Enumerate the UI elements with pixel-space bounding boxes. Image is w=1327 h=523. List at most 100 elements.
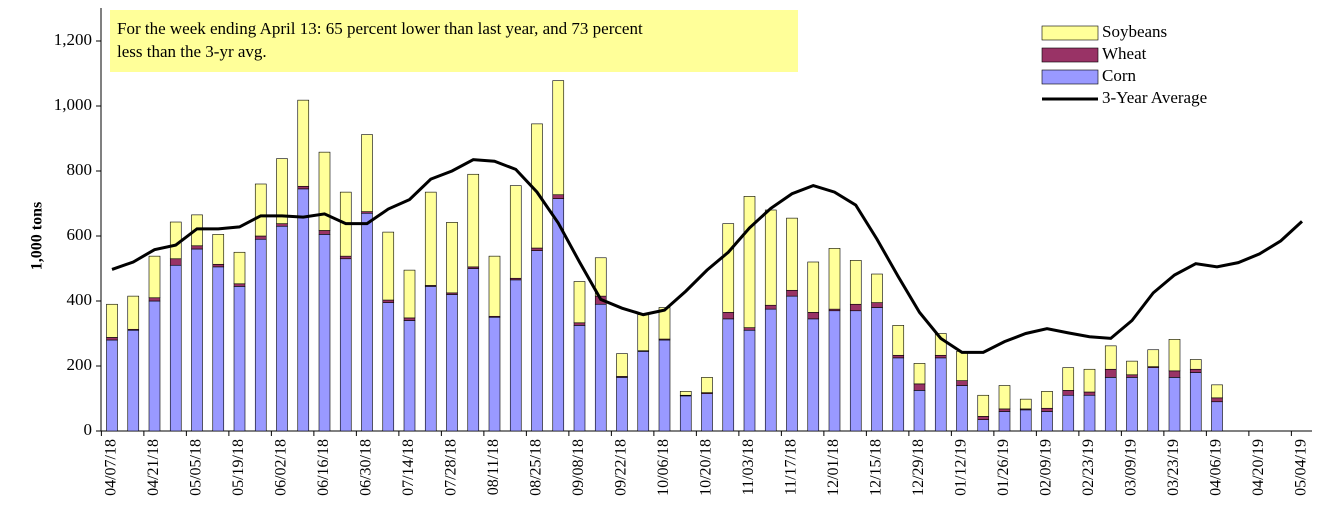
bar-segment — [148, 255, 161, 299]
bar-segment — [1147, 367, 1160, 432]
x-tick-label: 06/02/18 — [273, 439, 290, 496]
bar-segment — [637, 351, 650, 432]
bar-segment — [191, 248, 203, 432]
annotation: For the week ending April 13: 65 percent… — [117, 19, 643, 38]
bar-segment — [339, 258, 352, 432]
bar-segment — [1189, 368, 1202, 373]
bar-segment — [1083, 394, 1096, 432]
bar-segment — [658, 339, 671, 432]
bar-segment — [467, 268, 480, 432]
bar-segment — [977, 416, 990, 420]
bar-segment — [488, 316, 501, 432]
bar-segment — [764, 209, 777, 306]
bar-segment — [807, 261, 820, 313]
bar-segment — [297, 99, 310, 187]
bar-segment — [1168, 377, 1181, 432]
bar-segment — [1019, 398, 1032, 410]
bar-segment — [446, 294, 458, 432]
bar-segment — [254, 235, 267, 240]
bar-segment — [127, 329, 140, 432]
bar-segment — [1189, 359, 1202, 370]
bar-segment — [616, 353, 628, 377]
bar-segment — [361, 134, 373, 212]
bar-segment — [871, 273, 883, 303]
bar-segment — [849, 310, 862, 432]
x-tick-label: 04/06/19 — [1208, 439, 1225, 496]
bar-segment — [913, 390, 926, 432]
bar-segment — [722, 312, 735, 320]
x-tick-label: 09/22/18 — [613, 439, 630, 496]
bar-segment — [467, 173, 480, 268]
bar-segment — [722, 223, 735, 313]
bar-segment — [956, 380, 968, 386]
bar-segment — [403, 320, 416, 432]
legend-swatch — [1041, 47, 1099, 63]
bar-segment — [977, 394, 990, 417]
bar-segment — [212, 263, 225, 268]
bar-segment — [764, 304, 777, 310]
bar-segment — [849, 260, 862, 305]
bar-segment — [552, 80, 565, 196]
bar-segment — [892, 325, 905, 356]
bar-segment — [1126, 360, 1138, 376]
bar-segment — [594, 257, 607, 297]
bar-segment — [212, 234, 225, 265]
bar-segment — [871, 307, 883, 432]
bar-segment — [679, 395, 692, 432]
bar-segment — [403, 317, 416, 321]
annotation-box — [110, 10, 798, 72]
bar-segment — [254, 183, 267, 237]
bar-segment — [276, 158, 288, 224]
annotation: less than the 3-yr avg. — [117, 42, 267, 61]
bar-segment — [892, 357, 905, 432]
bar-segment — [403, 269, 416, 319]
bar-segment — [106, 303, 118, 338]
x-tick-label: 03/23/19 — [1165, 439, 1182, 496]
bar-segment — [1189, 372, 1202, 432]
bar-segment — [616, 377, 628, 432]
bar-segment — [1041, 391, 1053, 409]
bar-segment — [233, 283, 246, 287]
x-tick-label: 07/14/18 — [400, 439, 417, 496]
bar-segment — [1168, 370, 1181, 378]
bar-segment — [764, 308, 777, 432]
x-tick-label: 04/20/19 — [1250, 439, 1267, 496]
bar-segment — [106, 337, 118, 341]
bar-segment — [531, 247, 543, 251]
x-tick-label: 12/01/18 — [825, 439, 842, 496]
bar-segment — [106, 339, 118, 432]
bar-segment — [934, 333, 947, 356]
bar-segment — [446, 222, 458, 294]
bar-segment — [1104, 345, 1117, 370]
x-tick-label: 02/09/19 — [1038, 439, 1055, 496]
bar-segment — [637, 314, 650, 352]
bar-segment — [1211, 397, 1223, 403]
bar-segment — [1126, 377, 1138, 432]
bar-segment — [956, 351, 968, 381]
bar-segment — [1083, 368, 1096, 393]
bar-segment — [382, 302, 395, 432]
bar-segment — [1126, 374, 1138, 378]
bar-segment — [424, 286, 437, 432]
bar-segment — [1211, 384, 1223, 399]
bar-segment — [573, 281, 586, 324]
bar-segment — [1041, 411, 1053, 432]
bar-segment — [998, 385, 1011, 410]
bar-segment — [913, 383, 926, 391]
legend-label: Wheat — [1102, 44, 1147, 63]
x-tick-label: 08/11/18 — [485, 439, 502, 495]
x-tick-label: 05/05/18 — [188, 439, 205, 496]
bar-segment — [382, 231, 395, 301]
bar-segment — [297, 185, 310, 190]
legend-label: Corn — [1102, 66, 1137, 85]
bar-segment — [1168, 339, 1181, 372]
bar-segment — [998, 411, 1011, 432]
bar-segment — [934, 354, 947, 359]
x-tick-label: 05/04/19 — [1293, 439, 1310, 496]
bar-segment — [318, 230, 331, 235]
bar-segment — [743, 196, 756, 328]
bar-segment — [148, 297, 161, 302]
bar-segment — [509, 185, 522, 279]
bar-segment — [169, 264, 182, 432]
